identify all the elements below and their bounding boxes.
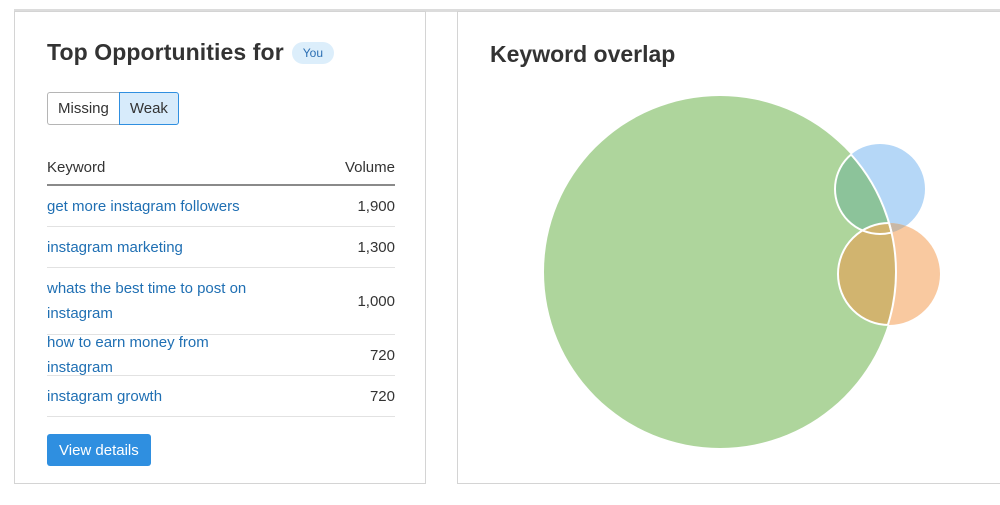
table-row: get more instagram followers 1,900 bbox=[47, 186, 395, 227]
volume-value: 720 bbox=[369, 346, 395, 364]
view-details-button[interactable]: View details bbox=[47, 434, 151, 466]
volume-column-header: Volume bbox=[344, 158, 395, 176]
missing-toggle-button[interactable]: Missing bbox=[47, 92, 119, 125]
table-row: whats the best time to post on instagram… bbox=[47, 268, 395, 335]
table-row: instagram marketing 1,300 bbox=[47, 227, 395, 268]
top-opportunities-card: Top Opportunities for You Missing Weak K… bbox=[14, 11, 426, 484]
table-header: Keyword Volume bbox=[47, 150, 395, 186]
green-edge-in-orange bbox=[838, 223, 897, 325]
card-header: Top Opportunities for You bbox=[47, 39, 334, 66]
missing-weak-toggle: Missing Weak bbox=[47, 92, 179, 125]
keyword-overlap-card: Keyword overlap bbox=[457, 11, 1000, 484]
keyword-link[interactable]: how to earn money from instagram bbox=[47, 334, 209, 376]
volume-value: 1,900 bbox=[357, 197, 395, 215]
you-badge: You bbox=[291, 41, 334, 64]
top-divider bbox=[14, 9, 1000, 12]
keyword-column-header: Keyword bbox=[47, 158, 106, 176]
green-orange-overlap bbox=[838, 223, 896, 325]
keyword-overlap-title: Keyword overlap bbox=[490, 41, 676, 67]
volume-value: 720 bbox=[369, 387, 395, 405]
keyword-link[interactable]: instagram marketing bbox=[47, 238, 183, 256]
table-row: instagram growth 720 bbox=[47, 376, 395, 417]
keyword-table: Keyword Volume get more instagram follow… bbox=[47, 150, 395, 417]
keyword-link[interactable]: get more instagram followers bbox=[47, 197, 240, 215]
you-keywords-circle bbox=[544, 96, 896, 448]
weak-toggle-button[interactable]: Weak bbox=[118, 92, 179, 125]
keyword-link[interactable]: whats the best time to post on instagram bbox=[47, 280, 247, 322]
keyword-link[interactable]: instagram growth bbox=[47, 387, 163, 405]
volume-value: 1,300 bbox=[357, 238, 395, 256]
card-title: Top Opportunities for bbox=[47, 39, 284, 65]
table-row: how to earn money from instagram 720 bbox=[47, 334, 395, 376]
volume-value: 1,000 bbox=[357, 292, 395, 310]
keyword-overlap-venn bbox=[544, 96, 940, 448]
